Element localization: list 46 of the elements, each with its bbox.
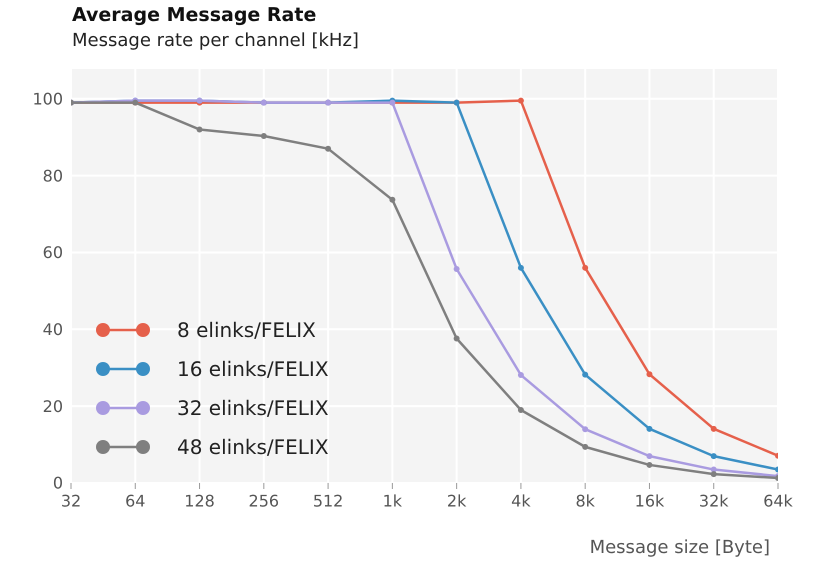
x-tick-label: 16k	[634, 491, 665, 510]
x-tick-label: 512	[312, 491, 344, 510]
x-tick-label: 4k	[511, 491, 532, 510]
y-tick-label: 100	[32, 89, 63, 108]
point	[646, 426, 652, 432]
point	[325, 146, 332, 152]
legend-label: 48 elinks/FELIX	[177, 434, 329, 458]
point	[646, 453, 652, 460]
chart-title: Average Message Rate	[72, 4, 316, 26]
legend-label: 32 elinks/FELIX	[177, 396, 329, 420]
point	[646, 371, 652, 378]
point	[389, 196, 396, 203]
point	[582, 426, 588, 432]
x-tick-label: 64k	[763, 491, 794, 510]
point	[582, 372, 588, 378]
x-tick-label: 256	[248, 491, 280, 510]
legend-label: 8 elinks/FELIX	[177, 318, 316, 342]
x-tick-label: 8k	[575, 491, 596, 510]
point	[582, 444, 588, 450]
x-tick-label: 64	[125, 491, 146, 510]
x-axis-title: Message size [Byte]	[590, 537, 770, 558]
y-tick-label: 20	[42, 396, 63, 416]
point	[582, 264, 588, 271]
point	[710, 453, 717, 460]
y-tick-label: 40	[42, 320, 63, 339]
point	[518, 98, 524, 104]
x-tick-label: 2k	[446, 491, 468, 510]
point	[518, 406, 524, 413]
x-tick-label: 32k	[698, 491, 730, 510]
point	[454, 336, 460, 342]
point	[518, 264, 524, 271]
y-tick-label: 0	[52, 474, 63, 493]
point	[518, 372, 524, 378]
x-tick-label: 32	[60, 491, 82, 510]
legend-label: 16 elinks/FELIX	[177, 356, 329, 380]
point	[260, 133, 267, 140]
chart-subtitle: Message rate per channel [kHz]	[72, 30, 359, 51]
point	[710, 426, 717, 432]
point	[710, 471, 717, 478]
y-tick-label: 80	[42, 166, 63, 186]
y-tick-label: 60	[42, 243, 63, 262]
point	[196, 126, 203, 132]
point	[646, 462, 652, 468]
point	[454, 266, 460, 272]
x-tick-label: 128	[184, 491, 215, 510]
x-tick-label: 1k	[382, 491, 403, 510]
